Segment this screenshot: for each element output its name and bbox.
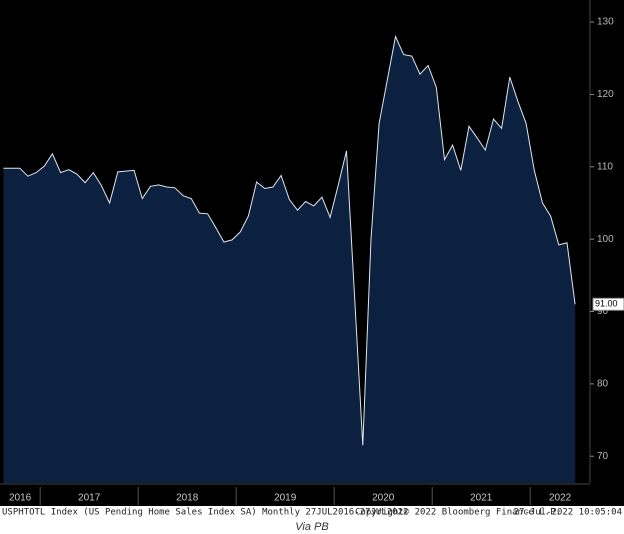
caption: Via PB xyxy=(295,521,328,533)
footer-copyright: Copyright© 2022 Bloomberg Finance L.P. xyxy=(355,508,561,518)
y-tick-label: 130 xyxy=(597,17,614,28)
x-tick-label: 2022 xyxy=(549,493,572,504)
value-label-box xyxy=(592,297,624,311)
x-tick-label: 2018 xyxy=(176,493,199,504)
value-label: 91.00 xyxy=(595,299,618,309)
x-tick-label: 2021 xyxy=(470,493,493,504)
y-tick-label: 90 xyxy=(597,306,609,317)
x-tick-label: 2019 xyxy=(274,493,297,504)
y-tick-label: 110 xyxy=(597,161,613,172)
y-tick-label: 100 xyxy=(597,234,614,245)
x-tick-label: 2020 xyxy=(372,493,395,504)
area-line xyxy=(3,34,576,446)
y-tick-label: 70 xyxy=(597,451,609,462)
x-tick-label: 2016 xyxy=(9,493,32,504)
y-tick-label: 120 xyxy=(597,89,614,100)
area-fill xyxy=(3,36,576,483)
footer-source: USPHTOTL Index (US Pending Home Sales In… xyxy=(2,508,408,518)
y-tick-label: 80 xyxy=(597,379,609,390)
footer-timestamp: 27-Jul-2022 10:05:04 xyxy=(514,508,622,518)
x-tick-label: 2017 xyxy=(78,493,101,504)
